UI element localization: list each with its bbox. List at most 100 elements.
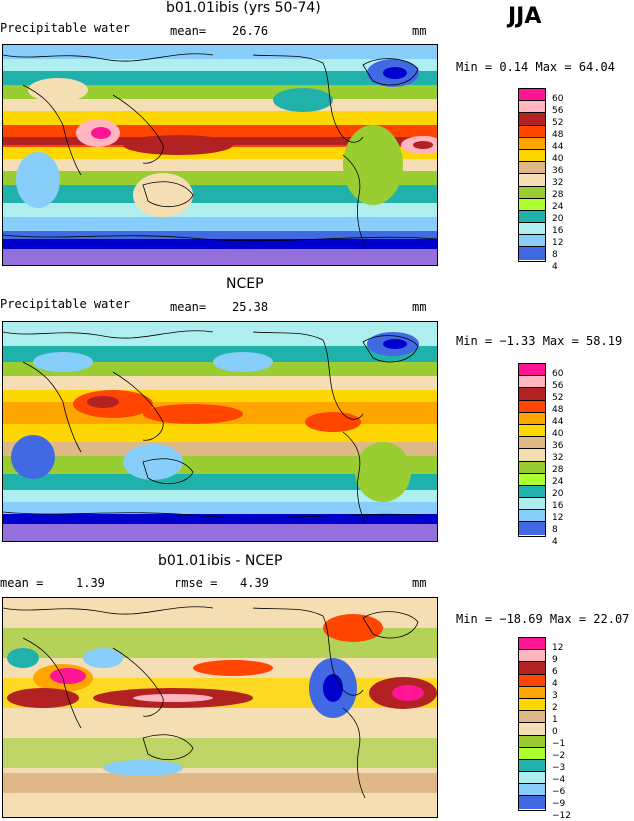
legend-swatch xyxy=(519,461,545,474)
legend-tick: 28 xyxy=(552,190,564,200)
legend-swatch xyxy=(519,388,545,401)
legend-swatch xyxy=(519,412,545,425)
map-model-field xyxy=(3,45,437,265)
mean-label: mean= xyxy=(170,300,207,314)
rmse-label: rmse = xyxy=(174,576,218,590)
legend-tick: 16 xyxy=(552,501,564,511)
legend-swatch xyxy=(519,223,545,236)
legend-tick: 52 xyxy=(552,118,564,128)
legend-tick: 8 xyxy=(552,525,558,535)
legend-tick: −2 xyxy=(552,751,566,761)
legend-swatch xyxy=(519,796,545,809)
panel-title: b01.01ibis (yrs 50-74) xyxy=(166,0,321,16)
legend-tick: 52 xyxy=(552,393,564,403)
units-label: mm xyxy=(412,24,427,38)
legend-tick: 32 xyxy=(552,453,564,463)
legend-swatch xyxy=(519,125,545,138)
legend-swatch xyxy=(519,376,545,389)
legend-swatch xyxy=(519,424,545,438)
legend-colorbar-difference xyxy=(518,637,546,811)
legend-swatch xyxy=(519,735,545,748)
mean-label: mean = xyxy=(0,576,44,590)
variable-label: Precipitable water xyxy=(0,21,131,35)
legend-swatch xyxy=(519,650,545,663)
legend-swatch xyxy=(519,437,545,450)
legend-tick: 44 xyxy=(552,417,564,427)
legend-swatch xyxy=(519,674,545,687)
legend-tick: 2 xyxy=(552,703,558,713)
legend-tick: 60 xyxy=(552,369,564,379)
legend-tick: 56 xyxy=(552,381,564,391)
legend-swatch xyxy=(519,510,545,523)
legend-swatch xyxy=(519,364,545,377)
legend-tick: 36 xyxy=(552,166,564,176)
legend-tick: 48 xyxy=(552,405,564,415)
legend-swatch xyxy=(519,747,545,760)
min-max-label: Min = 0.14 Max = 64.04 xyxy=(456,60,615,74)
legend-swatch xyxy=(519,772,545,785)
legend-swatch xyxy=(519,101,545,114)
mean-value: 26.76 xyxy=(232,24,269,38)
map-difference-field xyxy=(3,598,437,817)
legend-swatch xyxy=(519,137,545,150)
mean-value: 1.39 xyxy=(76,576,105,590)
legend-swatch xyxy=(519,638,545,651)
legend-tick: 9 xyxy=(552,655,558,665)
panel-title: NCEP xyxy=(226,276,264,292)
legend-tick: 60 xyxy=(552,94,564,104)
legend-tick: 6 xyxy=(552,667,558,677)
legend-tick: 4 xyxy=(552,679,558,689)
legend-tick: 3 xyxy=(552,691,558,701)
variable-label: Precipitable water xyxy=(0,297,131,311)
legend-tick: 1 xyxy=(552,715,558,725)
legend-tick: 4 xyxy=(552,537,558,547)
units-label: mm xyxy=(412,300,427,314)
legend-swatch xyxy=(519,686,545,699)
map-ncep-field xyxy=(3,322,437,541)
legend-tick: 44 xyxy=(552,142,564,152)
rmse-value: 4.39 xyxy=(240,576,269,590)
min-max-label: Min = −1.33 Max = 58.19 xyxy=(456,334,623,348)
panel-title: b01.01ibis - NCEP xyxy=(158,553,283,569)
legend-tick: 0 xyxy=(552,727,558,737)
legend-tick: 28 xyxy=(552,465,564,475)
legend-tick: −1 xyxy=(552,739,566,749)
legend-tick: 36 xyxy=(552,441,564,451)
legend-swatch xyxy=(519,711,545,724)
legend-swatch xyxy=(519,498,545,511)
legend-swatch xyxy=(519,698,545,712)
legend-swatch xyxy=(519,473,545,486)
legend-tick: −9 xyxy=(552,799,566,809)
legend-swatch xyxy=(519,198,545,211)
legend-swatch xyxy=(519,485,545,499)
legend-tick: 24 xyxy=(552,477,564,487)
legend-tick: 16 xyxy=(552,226,564,236)
legend-tick: 20 xyxy=(552,214,564,224)
legend-tick: 48 xyxy=(552,130,564,140)
legend-swatch xyxy=(519,759,545,773)
legend-tick: 12 xyxy=(552,238,564,248)
legend-swatch xyxy=(519,400,545,413)
legend-tick: −12 xyxy=(552,811,571,821)
min-max-label: Min = −18.69 Max = 22.07 xyxy=(456,612,630,626)
legend-tick: 12 xyxy=(552,513,564,523)
map-ncep xyxy=(2,321,438,542)
legend-tick: 32 xyxy=(552,178,564,188)
legend-swatch xyxy=(519,247,545,260)
legend-swatch xyxy=(519,784,545,797)
map-difference xyxy=(2,597,438,818)
legend-tick: 40 xyxy=(552,154,564,164)
legend-swatch xyxy=(519,149,545,163)
legend-tick: 20 xyxy=(552,489,564,499)
season-label: JJA xyxy=(508,4,542,29)
legend-swatch xyxy=(519,662,545,675)
mean-value: 25.38 xyxy=(232,300,269,314)
legend-tick: 56 xyxy=(552,106,564,116)
legend-colorbar-ncep xyxy=(518,363,546,537)
legend-tick: 12 xyxy=(552,643,564,653)
legend-swatch xyxy=(519,174,545,187)
legend-swatch xyxy=(519,723,545,736)
mean-label: mean= xyxy=(170,24,207,38)
legend-swatch xyxy=(519,522,545,535)
legend-swatch xyxy=(519,186,545,199)
